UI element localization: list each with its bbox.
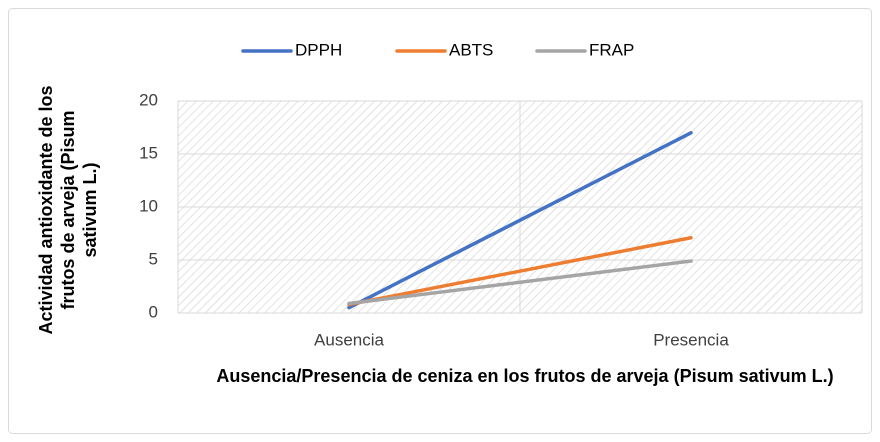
legend-label: FRAP [589, 40, 634, 59]
series-line [347, 235, 693, 307]
x-tick-label: Ausencia [314, 330, 384, 349]
series-line [347, 259, 693, 306]
y-axis-title-box: Actividad antioxidante de los frutos de … [18, 60, 118, 360]
y-tick-label: 10 [139, 196, 158, 215]
x-tick-label: Presencia [653, 330, 729, 349]
y-tick-label: 0 [149, 302, 158, 321]
legend-label: ABTS [449, 40, 493, 59]
y-tick-label: 5 [149, 249, 158, 268]
y-axis-title: Actividad antioxidante de los frutos de … [36, 85, 100, 335]
series-line [347, 131, 693, 310]
legend-label: DPPH [295, 40, 342, 59]
y-tick-label: 20 [139, 90, 158, 109]
x-axis-title: Ausencia/Presencia de ceniza en los frut… [216, 366, 834, 386]
y-tick-label: 15 [139, 143, 158, 162]
